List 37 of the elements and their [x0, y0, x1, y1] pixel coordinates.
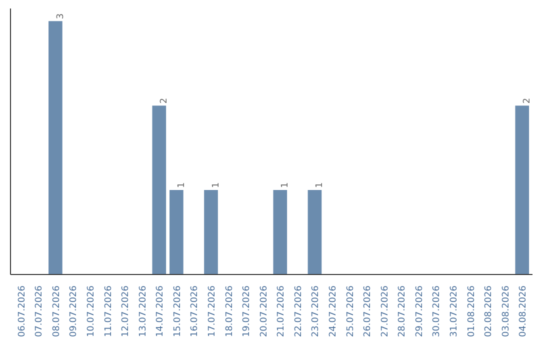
x-tick-label: 12.07.2026 [121, 285, 132, 338]
x-tick-label: 17.07.2026 [208, 285, 218, 338]
data-label: 2 [522, 98, 533, 104]
x-tick-label: 31.07.2026 [449, 285, 460, 338]
x-tick-label: 18.07.2026 [224, 285, 235, 338]
x-tick-label: 24.07.2026 [328, 285, 338, 338]
x-tick-label: 13.07.2026 [138, 285, 148, 338]
x-tick-label: 28.07.2026 [398, 285, 408, 338]
x-tick-label: 29.07.2026 [414, 285, 425, 338]
data-label: 1 [315, 182, 326, 188]
x-tick-label: 01.08.2026 [466, 285, 477, 338]
x-tick-label: 06.07.2026 [17, 285, 28, 338]
data-label: 3 [56, 13, 66, 20]
x-tick-label: 04.08.2026 [518, 285, 529, 338]
data-label: 1 [212, 182, 222, 188]
x-tick-label: 30.07.2026 [432, 285, 442, 338]
x-tick-label: 16.07.2026 [190, 285, 200, 338]
x-tick-label: 26.07.2026 [363, 285, 374, 338]
x-tick-label: 20.07.2026 [259, 285, 270, 338]
data-label: 1 [176, 182, 187, 188]
x-tick-label: 27.07.2026 [380, 285, 390, 338]
x-tick-label: 21.07.2026 [276, 285, 287, 338]
x-tick-label: 07.07.2026 [34, 285, 45, 338]
x-tick-label: 08.07.2026 [52, 285, 62, 338]
x-tick-label: 09.07.2026 [69, 285, 80, 338]
x-tick-label: 22.07.2026 [294, 285, 304, 338]
x-tick-label: 15.07.2026 [172, 285, 183, 338]
data-label: 1 [280, 182, 291, 188]
x-tick-label: 23.07.2026 [311, 285, 322, 338]
x-tick-label: 14.07.2026 [156, 285, 166, 338]
x-tick-label: 25.07.2026 [346, 285, 356, 338]
x-tick-label: 10.07.2026 [86, 285, 97, 338]
x-tick-label: 03.08.2026 [501, 285, 512, 338]
x-tick-label: 11.07.2026 [104, 285, 114, 338]
x-tick-label: 19.07.2026 [242, 285, 252, 338]
data-label: 2 [160, 98, 170, 104]
x-tick-label: 02.08.2026 [484, 285, 494, 338]
